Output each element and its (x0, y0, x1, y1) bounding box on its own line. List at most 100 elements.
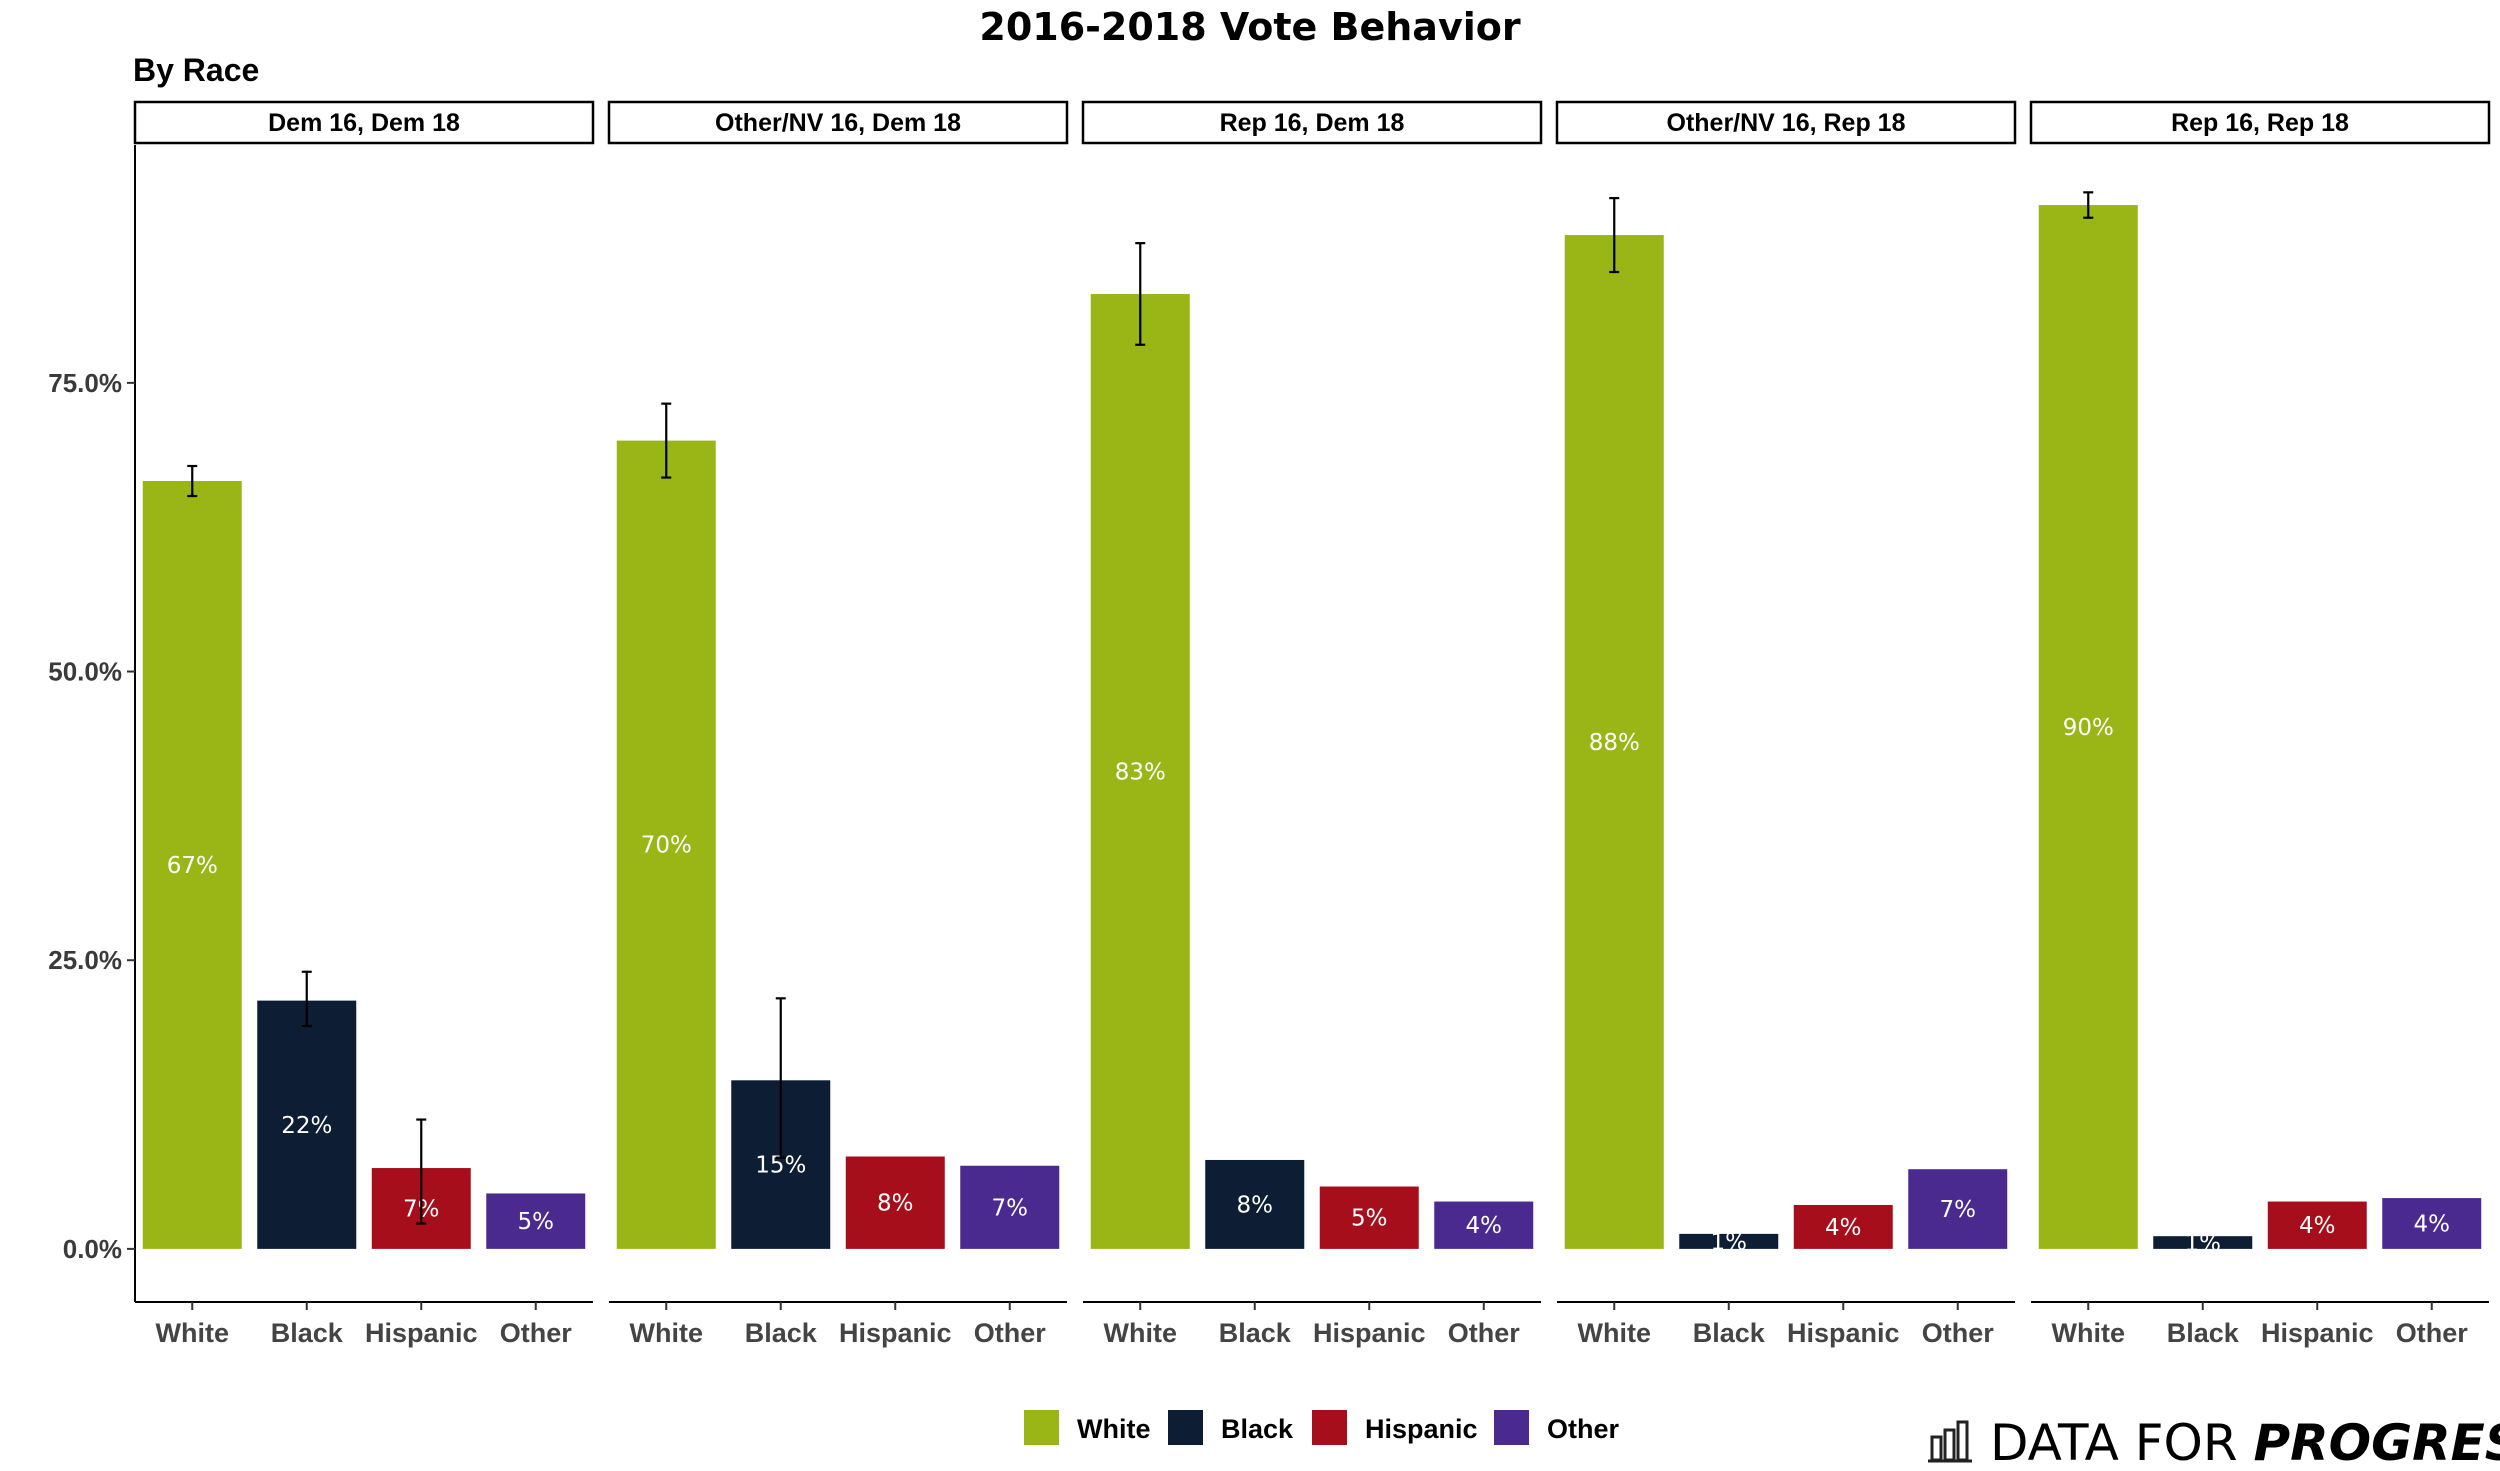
x-tick-label: White (1104, 1318, 1178, 1348)
x-tick-label: Other (974, 1318, 1047, 1348)
chart-subtitle: By Race (133, 52, 259, 88)
bar (1908, 1169, 2008, 1249)
facet-strip (133, 100, 595, 145)
bar-value-label: 8% (877, 1191, 914, 1217)
bar-chart-icon (1928, 1420, 1972, 1463)
chart-title: 2016-2018 Vote Behavior (979, 5, 1520, 49)
bar-value-label: 4% (1825, 1215, 1862, 1241)
x-tick-label: White (156, 1318, 230, 1348)
bar-value-label: 5% (518, 1209, 555, 1235)
legend-swatch (1024, 1410, 1059, 1445)
bar-value-label: 4% (2299, 1213, 2336, 1239)
facet-panel: Dem 16, Dem 1867%White22%Black7%Hispanic… (133, 100, 595, 1348)
error-bar (1609, 197, 1620, 274)
plot-area: 0.0% 25.0% 50.0% 75.0% Dem 16, Dem 18 67% Whit… (48, 100, 2491, 1348)
bar (257, 1000, 357, 1249)
x-tick-label: Hispanic (1313, 1318, 1426, 1348)
bar (142, 481, 242, 1249)
bar (1679, 1233, 1779, 1249)
x-tick-label: Black (1693, 1318, 1766, 1348)
bar (616, 440, 716, 1249)
x-tick-label: Hispanic (365, 1318, 478, 1348)
x-tick-label: White (2052, 1318, 2126, 1348)
bar-value-label: 8% (1237, 1192, 1274, 1218)
brand-text-bold: PROGRESS (2253, 1414, 2500, 1471)
error-bar (416, 1118, 427, 1225)
error-bar (2083, 191, 2094, 219)
facet-panel: Other/NV 16, Dem 1870%White15%Black8%His… (607, 100, 1069, 1348)
x-tick-label: Black (1219, 1318, 1292, 1348)
bar (2038, 205, 2138, 1249)
error-bar (661, 402, 672, 479)
x-tick-label: White (630, 1318, 704, 1348)
facet-strip (1081, 100, 1543, 145)
bar (2267, 1201, 2367, 1249)
error-bar (301, 970, 312, 1028)
bar (1434, 1201, 1534, 1249)
facet-strip (2029, 100, 2491, 145)
bar (1205, 1159, 1305, 1249)
legend-swatch (1312, 1410, 1347, 1445)
x-tick-label: White (1578, 1318, 1652, 1348)
y-axis: 0.0% 25.0% 50.0% 75.0% (48, 145, 136, 1302)
facet-strip-label: Other/NV 16, Dem 18 (715, 109, 961, 137)
x-tick-label: Hispanic (2261, 1318, 2374, 1348)
legend: White Black Hispanic Other (1024, 1410, 1620, 1445)
x-tick-label: Other (1922, 1318, 1995, 1348)
x-tick-label: Other (1448, 1318, 1521, 1348)
facet-panel: Rep 16, Rep 18 90% White 1% Black 4% Hispanic 4… (2029, 100, 2491, 1348)
bar-value-label: 4% (2414, 1211, 2451, 1237)
brand-text-light: DATA FOR (1990, 1414, 2253, 1471)
x-tick-label: Black (271, 1318, 344, 1348)
bar-value-label: 4% (1466, 1213, 1503, 1239)
bar-value-label: 1% (2185, 1231, 2222, 1257)
facet-strip-label: Rep 16, Rep 18 (2171, 109, 2349, 137)
facet-strip-label: Dem 16, Dem 18 (268, 109, 460, 137)
legend-swatch (1168, 1410, 1203, 1445)
bar-value-label: 88% (1589, 730, 1640, 756)
bar-value-label: 67% (167, 853, 218, 879)
legend-label: Black (1221, 1414, 1294, 1444)
facet-strip (1555, 100, 2017, 145)
bar (2382, 1198, 2482, 1249)
bar-value-label: 70% (641, 833, 692, 859)
svg-text:DATA FOR PROGRESS: DATA FOR PROGRESS (1990, 1414, 2500, 1471)
bar (1319, 1186, 1419, 1249)
facet-strip-label: Other/NV 16, Rep 18 (1667, 109, 1906, 137)
x-tick-label: Hispanic (839, 1318, 952, 1348)
bar (1090, 293, 1190, 1249)
legend-label: White (1077, 1414, 1151, 1444)
error-bar (187, 464, 198, 498)
bar-value-label: 7% (992, 1195, 1029, 1221)
legend-label: Other (1547, 1414, 1620, 1444)
facet-strip-label: Rep 16, Dem 18 (1220, 109, 1405, 137)
facet-panel: Other/NV 16, Rep 18 88% White 1% Black 4% Hisp… (1555, 100, 2017, 1348)
bar-value-label: 22% (281, 1113, 332, 1139)
error-bar (775, 997, 786, 1159)
bar-value-label: 83% (1115, 759, 1166, 785)
bar-value-label: 7% (1940, 1197, 1977, 1223)
y-tick-label: 75.0% (48, 368, 122, 398)
x-tick-label: Other (2396, 1318, 2469, 1348)
x-tick-label: Black (745, 1318, 818, 1348)
bar-value-label: 1% (1711, 1229, 1748, 1255)
bar (486, 1193, 586, 1249)
error-bar (1135, 242, 1146, 346)
bar-value-label: 5% (1351, 1206, 1388, 1232)
y-tick-label: 50.0% (48, 657, 122, 687)
bar (1564, 235, 1664, 1249)
bar (2153, 1236, 2253, 1249)
bar (845, 1156, 945, 1249)
bar (960, 1165, 1060, 1249)
y-tick-label: 25.0% (48, 945, 122, 975)
x-tick-label: Hispanic (1787, 1318, 1900, 1348)
facet-panel: Rep 16, Dem 18 83% White 8% Black 5% Hispanic 4… (1081, 100, 1543, 1348)
bar-value-label: 90% (2063, 715, 2114, 741)
legend-swatch (1494, 1410, 1529, 1445)
x-tick-label: Black (2167, 1318, 2240, 1348)
y-tick-label: 0.0% (63, 1234, 122, 1264)
brand-logo: DATA FOR PROGRESS (1928, 1414, 2500, 1471)
facet-strip (607, 100, 1069, 145)
legend-label: Hispanic (1365, 1414, 1478, 1444)
